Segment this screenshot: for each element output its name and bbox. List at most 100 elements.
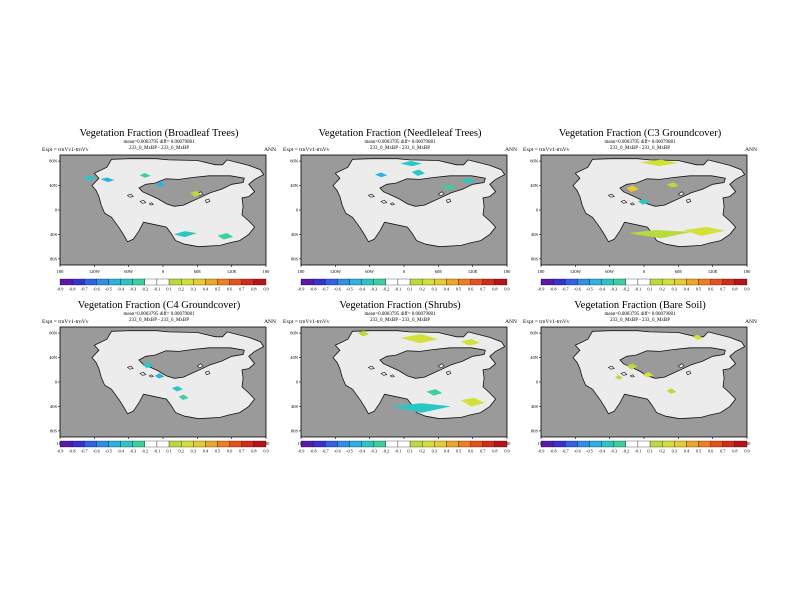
colorbar-swatch [434, 278, 447, 286]
anomaly-patch [641, 159, 678, 167]
colorbar-swatch [552, 440, 566, 448]
island [620, 199, 628, 204]
x-tick-label: 0 [403, 269, 406, 274]
map-panel-needleleaf-trees: Vegetation Fraction (Needleleaf Trees) m… [281, 128, 519, 313]
map-panel-shrubs: Vegetation Fraction (Shrubs) mean=0.0003… [281, 300, 519, 485]
x-tick-label: 0 [643, 269, 646, 274]
colorbar-swatch [253, 278, 267, 286]
colorbar-label: 0.7 [480, 449, 486, 454]
colorbar-label: -0.4 [358, 287, 366, 292]
inland-sea [138, 175, 245, 207]
y-tick-label: 0 [55, 208, 58, 213]
colorbar-swatch [325, 440, 338, 448]
y-tick-label: 0 [296, 208, 299, 213]
island [139, 199, 147, 204]
colorbar-label: 0.5 [215, 287, 220, 292]
colorbar-label: 0.7 [239, 287, 245, 292]
colorbar-swatch [589, 278, 602, 286]
x-tick-label: 180 [744, 441, 752, 446]
colorbar-swatch [722, 440, 736, 448]
colorbar-swatch [698, 440, 711, 448]
colorbar-label: 0.3 [672, 287, 677, 292]
anomaly-patch [441, 184, 457, 191]
colorbar-label: -0.6 [334, 449, 342, 454]
y-tick-label: 40N [530, 355, 539, 360]
colorbar-swatch [205, 440, 218, 448]
colorbar-label: 0.6 [227, 287, 233, 292]
colorbar-swatch [601, 278, 614, 286]
panel-stats: mean=0.0003795 diff= 0.00079081 233_0_Mx… [40, 312, 278, 324]
y-tick-label: 0 [296, 380, 299, 385]
colorbar-label: 0.8 [251, 449, 256, 454]
season-label: ANN [745, 319, 757, 325]
y-tick-label: 40N [530, 183, 539, 188]
colorbar-label: -0.4 [117, 287, 125, 292]
colorbar-label: -0.9 [298, 287, 305, 292]
y-tick-label: 80N [530, 159, 539, 164]
colorbar-swatch [337, 278, 350, 286]
colorbar-label: 0.8 [492, 287, 497, 292]
colorbar-label: 0.8 [492, 449, 497, 454]
colorbar-label: -0.5 [586, 449, 593, 454]
inland-sea [619, 347, 726, 379]
colorbar-label: 0.4 [203, 449, 209, 454]
y-tick-label: 40N [290, 183, 299, 188]
colorbar-label: -0.2 [382, 449, 389, 454]
x-tick-label: 180 [504, 441, 512, 446]
colorbar-swatch [577, 440, 590, 448]
colorbar-swatch [422, 440, 435, 448]
colorbar-label: -0.6 [93, 287, 101, 292]
colorbar-swatch [385, 278, 399, 286]
colorbar-label: -0.1 [635, 449, 642, 454]
x-tick-label: 120E [468, 269, 478, 274]
island [685, 370, 692, 376]
panel-title: Vegetation Fraction (Bare Soil) [574, 300, 706, 311]
colorbar-label: 0.6 [468, 287, 474, 292]
island [685, 198, 692, 204]
colorbar-swatch [662, 440, 675, 448]
subtitle-line: 233_0_MxBP - 233_6_MxBP [369, 146, 431, 151]
colorbar-swatch [241, 278, 255, 286]
colorbar-label: -0.3 [370, 449, 377, 454]
panel-stats: mean=0.0003795 diff= 0.00079081 233_0_Mx… [281, 140, 519, 152]
anomaly-patch [666, 182, 679, 188]
colorbar-label: -0.4 [117, 449, 125, 454]
anomaly-patch [615, 375, 623, 380]
island [196, 363, 204, 369]
colorbar-label: -0.4 [598, 449, 606, 454]
island [607, 193, 615, 198]
colorbar-label: 0.9 [744, 449, 749, 454]
shrubs-map-icon: 180120W60W060E120E18080N40N040S80S-0.9-0… [290, 326, 512, 454]
x-tick-label: 60W [605, 269, 615, 274]
colorbar-label: -0.6 [574, 287, 582, 292]
anomaly-patch [82, 175, 97, 181]
island [437, 191, 445, 197]
y-tick-label: 80S [291, 256, 299, 261]
colorbar-swatch [422, 278, 435, 286]
x-tick-label: 60E [194, 269, 202, 274]
colorbar-swatch [349, 278, 362, 286]
subtitle-line: 233_0_MxBP - 233_6_MxBP [128, 146, 190, 151]
stats-line: mean=0.0003795 diff= 0.00079081 [604, 140, 676, 145]
colorbar-label: -0.3 [370, 287, 377, 292]
colorbar-label: -0.8 [310, 287, 317, 292]
colorbar-swatch [734, 440, 748, 448]
colorbar-swatch [229, 440, 242, 448]
y-tick-label: 0 [55, 380, 58, 385]
subtitle-line: 233_0_MxBP - 233_6_MxBP [128, 318, 190, 323]
colorbar-swatch [470, 440, 483, 448]
colorbar-label: 0.5 [456, 449, 461, 454]
anomaly-patch [637, 198, 650, 205]
colorbar-label: -0.8 [69, 449, 76, 454]
colorbar-swatch [312, 440, 326, 448]
colorbar-label: 0.3 [191, 449, 196, 454]
y-tick-label: 80S [291, 428, 299, 433]
colorbar-swatch [349, 440, 362, 448]
colorbar-label: 0.8 [732, 449, 737, 454]
colorbar-label: -0.7 [322, 449, 330, 454]
colorbar-swatch [325, 278, 338, 286]
colorbar-swatch [71, 440, 85, 448]
colorbar-swatch [494, 278, 508, 286]
colorbar-label: -0.9 [298, 449, 305, 454]
colorbar-swatch [434, 440, 447, 448]
